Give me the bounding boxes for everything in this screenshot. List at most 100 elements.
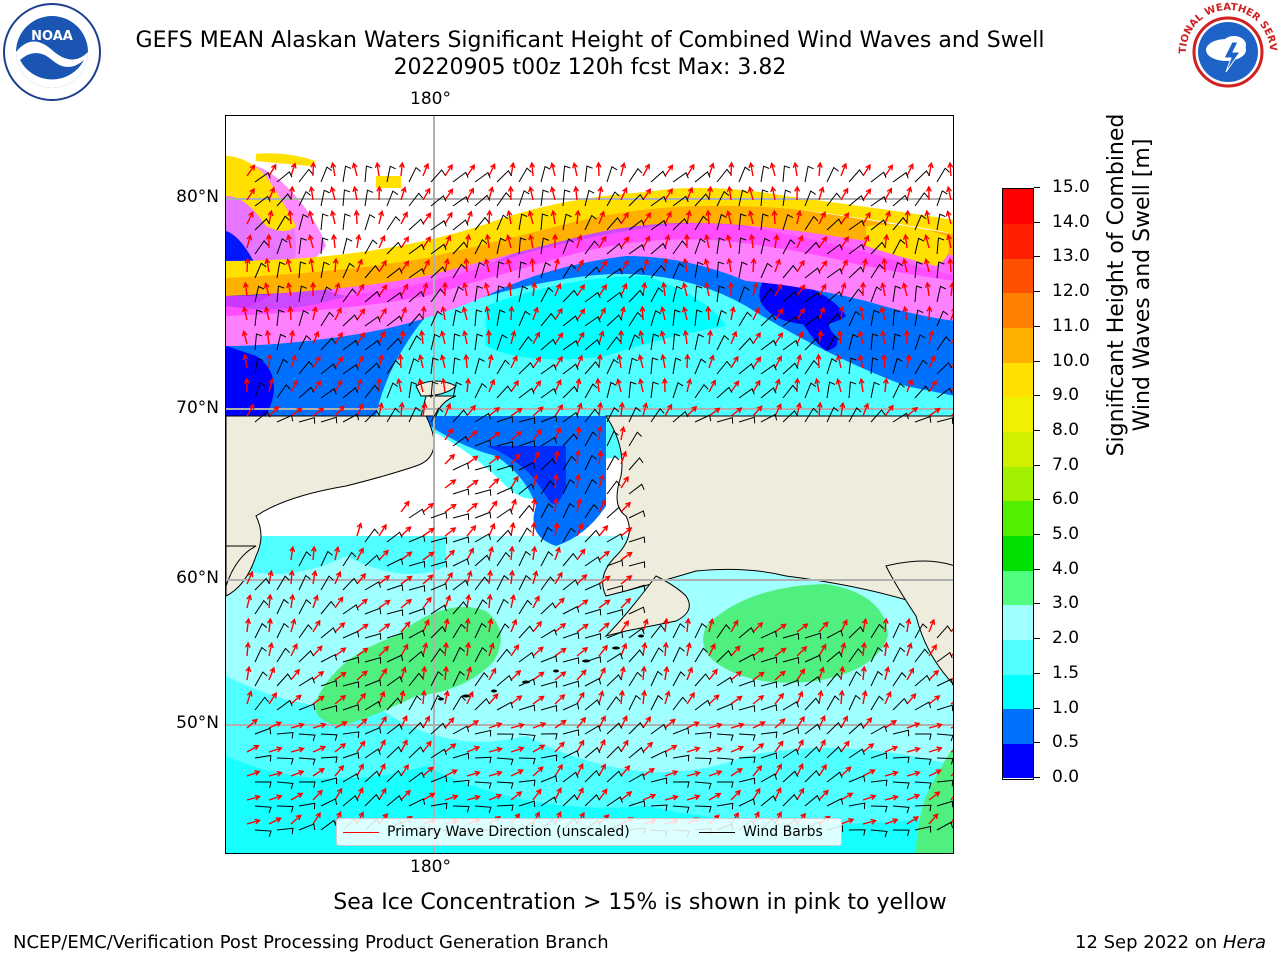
wave-arrow bbox=[947, 161, 953, 177]
wind-barb bbox=[496, 598, 509, 615]
wind-barb bbox=[914, 701, 932, 711]
wind-barb bbox=[276, 781, 294, 790]
wave-arrow bbox=[554, 332, 564, 345]
wind-barb bbox=[760, 731, 778, 739]
wave-arrow bbox=[818, 739, 826, 753]
wave-arrow bbox=[356, 402, 364, 417]
wind-barb bbox=[496, 674, 513, 687]
wind-barb bbox=[518, 625, 534, 639]
wave-arrow bbox=[664, 690, 671, 705]
wave-arrow bbox=[312, 767, 325, 777]
wave-arrow bbox=[906, 642, 913, 657]
wind-barb bbox=[518, 779, 536, 787]
map-panel bbox=[225, 115, 954, 854]
wind-barb bbox=[496, 781, 514, 789]
wind-barb bbox=[584, 633, 602, 640]
wave-arrow bbox=[928, 379, 937, 393]
wind-barb bbox=[628, 334, 640, 351]
wave-arrow bbox=[686, 666, 694, 681]
wave-arrow bbox=[840, 187, 849, 201]
wave-arrow bbox=[730, 745, 745, 753]
wind-barb bbox=[452, 435, 469, 447]
wind-barb bbox=[430, 169, 446, 183]
wave-arrow bbox=[312, 722, 327, 729]
wave-arrow bbox=[752, 282, 759, 297]
wind-barb bbox=[804, 676, 821, 687]
wind-barb bbox=[672, 218, 689, 231]
wind-barb bbox=[518, 190, 530, 207]
wind-barb bbox=[298, 285, 308, 303]
wind-barb bbox=[804, 359, 819, 375]
wind-barb bbox=[738, 756, 756, 764]
wind-barb bbox=[914, 385, 930, 399]
wind-barb bbox=[430, 775, 448, 783]
wind-barb bbox=[628, 510, 646, 519]
wave-arrow bbox=[884, 794, 899, 801]
wave-arrow bbox=[308, 185, 315, 201]
wind-barb bbox=[606, 191, 620, 207]
wave-arrow bbox=[550, 209, 557, 225]
wind-barb bbox=[254, 218, 270, 231]
wind-barb bbox=[716, 285, 725, 303]
wind-barb bbox=[804, 632, 822, 640]
wave-arrow bbox=[554, 378, 562, 393]
wave-arrow bbox=[705, 305, 712, 321]
wind-barb bbox=[430, 722, 447, 735]
wave-arrow bbox=[246, 718, 258, 729]
wind-barb bbox=[628, 406, 641, 423]
wind-barb bbox=[716, 416, 734, 424]
wind-barb bbox=[694, 414, 712, 423]
wave-arrow bbox=[725, 234, 732, 249]
wave-arrow bbox=[861, 617, 868, 633]
wave-arrow bbox=[747, 209, 754, 225]
wind-barb bbox=[452, 558, 470, 567]
wind-barb bbox=[408, 535, 426, 543]
wind-barb bbox=[386, 241, 402, 255]
wind-barb bbox=[430, 220, 447, 231]
wind-barb bbox=[452, 357, 461, 375]
wave-arrow bbox=[268, 163, 277, 177]
wind-barb bbox=[408, 560, 426, 568]
wave-arrow bbox=[356, 522, 363, 537]
wind-barb bbox=[276, 238, 288, 255]
wind-barb bbox=[474, 464, 492, 472]
wave-arrow bbox=[659, 330, 666, 345]
wave-arrow bbox=[752, 694, 765, 705]
wave-arrow bbox=[532, 451, 540, 465]
wind-barb bbox=[452, 536, 470, 544]
wave-arrow bbox=[400, 575, 413, 585]
wave-arrow bbox=[242, 281, 249, 297]
wave-arrow bbox=[466, 720, 480, 729]
wind-barb bbox=[914, 237, 925, 255]
wave-arrow bbox=[598, 599, 611, 609]
wind-barb bbox=[694, 622, 707, 639]
wind-barb bbox=[826, 358, 838, 375]
wind-barb bbox=[936, 285, 947, 303]
wave-arrow bbox=[334, 570, 342, 585]
wind-barb bbox=[848, 626, 865, 639]
wave-arrow bbox=[641, 689, 648, 705]
wave-arrow bbox=[774, 308, 784, 321]
wave-arrow bbox=[730, 407, 743, 417]
wave-arrow bbox=[575, 377, 582, 393]
wind-barb bbox=[826, 798, 844, 807]
wind-barb bbox=[496, 334, 508, 351]
wind-barb bbox=[606, 291, 623, 303]
wind-barb bbox=[386, 794, 403, 807]
wave-arrow bbox=[268, 817, 282, 825]
wave-arrow bbox=[597, 185, 604, 201]
wind-barb bbox=[364, 339, 381, 351]
wave-arrow bbox=[884, 164, 894, 177]
colorbar-tick: 5.0 bbox=[1034, 524, 1079, 544]
wind-barb bbox=[364, 410, 380, 423]
wind-barb bbox=[562, 527, 576, 543]
wave-arrow bbox=[442, 641, 449, 657]
colorbar-tick: 9.0 bbox=[1034, 385, 1079, 405]
footer-date: 12 Sep 2022 on Hera bbox=[1075, 932, 1266, 953]
wave-arrow bbox=[620, 764, 631, 777]
wave-arrow bbox=[638, 329, 645, 345]
wave-arrow bbox=[510, 407, 523, 417]
wave-arrow bbox=[796, 668, 806, 681]
wave-arrow bbox=[466, 794, 481, 801]
colorbar-segment bbox=[1003, 362, 1033, 398]
